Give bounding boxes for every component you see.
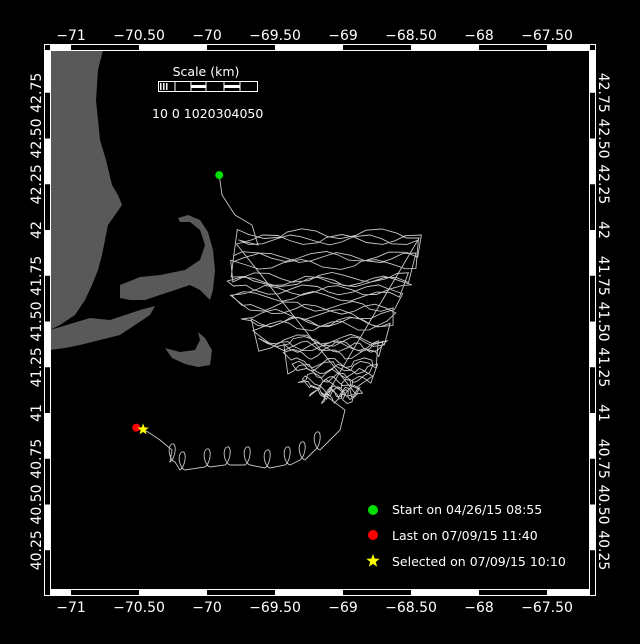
lon-tick-label: −70.50 bbox=[113, 28, 165, 44]
drifter-track bbox=[142, 175, 422, 471]
lon-tick-label: −71 bbox=[56, 600, 86, 616]
lat-tick-label: 41.50 bbox=[29, 301, 45, 341]
lat-tick-label: 42.25 bbox=[595, 164, 611, 204]
lat-tick-label: 42.75 bbox=[595, 73, 611, 113]
lat-tick-label: 40.25 bbox=[595, 530, 611, 570]
legend-start: Start on 04/26/15 08:55 bbox=[392, 502, 542, 517]
cape-cod bbox=[120, 215, 215, 300]
lat-tick-label: 40.75 bbox=[29, 439, 45, 479]
lat-tick-label: 42.50 bbox=[29, 118, 45, 158]
frame-segment bbox=[45, 138, 50, 185]
lat-tick-label: 41.25 bbox=[29, 347, 45, 387]
lat-tick-label: 42.50 bbox=[595, 118, 611, 158]
frame-segment bbox=[411, 45, 479, 50]
legend-selected: Selected on 07/09/15 10:10 bbox=[392, 554, 566, 569]
frame-segment bbox=[45, 321, 50, 368]
land-masses bbox=[50, 50, 215, 367]
frame-segment bbox=[590, 504, 595, 551]
lon-tick-label: −70 bbox=[192, 600, 222, 616]
lon-tick-label: −69.50 bbox=[249, 28, 301, 44]
lon-tick-label: −70 bbox=[192, 28, 222, 44]
lat-tick-label: 41 bbox=[29, 404, 45, 422]
mainland-coast bbox=[50, 50, 122, 330]
lat-tick-label: 41.75 bbox=[595, 256, 611, 296]
frame-segment bbox=[45, 230, 50, 276]
frame-segment bbox=[547, 590, 590, 595]
frame-segment bbox=[139, 590, 207, 595]
frame-segment bbox=[139, 45, 207, 50]
lat-tick-label: 42 bbox=[29, 221, 45, 239]
lon-tick-label: −68 bbox=[464, 600, 494, 616]
lon-tick-label: −68 bbox=[464, 28, 494, 44]
lat-tick-label: 42.75 bbox=[29, 73, 45, 113]
lon-tick-label: −69.50 bbox=[249, 600, 301, 616]
track-line bbox=[142, 175, 422, 471]
frame-segment bbox=[275, 590, 343, 595]
frame-segment bbox=[590, 138, 595, 185]
lat-tick-label: 41.50 bbox=[595, 301, 611, 341]
lon-tick-label: −69 bbox=[328, 600, 358, 616]
lat-tick-label: 40.50 bbox=[595, 484, 611, 524]
frame-segment bbox=[50, 590, 71, 595]
lon-tick-label: −69 bbox=[328, 28, 358, 44]
lat-tick-label: 41 bbox=[595, 404, 611, 422]
last-marker bbox=[132, 423, 141, 432]
south-coast bbox=[50, 306, 155, 350]
lon-tick-label: −68.50 bbox=[385, 28, 437, 44]
lat-tick-label: 42 bbox=[595, 221, 611, 239]
scale-title: Scale (km) bbox=[173, 64, 240, 79]
frame-segment bbox=[45, 50, 50, 93]
frame-segment bbox=[50, 45, 71, 50]
scale-bar: Scale (km) 10 0 1020304050 bbox=[152, 64, 263, 121]
lat-tick-label: 42.25 bbox=[29, 164, 45, 204]
start-legend-icon bbox=[368, 505, 378, 515]
lat-tick-label: 40.50 bbox=[29, 484, 45, 524]
lon-tick-label: −71 bbox=[56, 28, 86, 44]
frame-segment bbox=[411, 590, 479, 595]
frame-segment bbox=[590, 230, 595, 276]
lat-tick-label: 41.25 bbox=[595, 347, 611, 387]
frame-segment bbox=[547, 45, 590, 50]
lat-tick-label: 40.75 bbox=[595, 439, 611, 479]
last-legend-icon bbox=[368, 530, 378, 540]
scale-labels: 10 0 1020304050 bbox=[152, 106, 263, 121]
map-frame bbox=[44, 44, 596, 596]
lat-tick-label: 40.25 bbox=[29, 530, 45, 570]
frame-segment bbox=[45, 504, 50, 551]
selected-star-marker bbox=[137, 423, 149, 435]
lon-tick-label: −70.50 bbox=[113, 600, 165, 616]
marthas-vineyard bbox=[165, 332, 212, 367]
track-markers bbox=[132, 171, 224, 435]
frame-segment bbox=[590, 413, 595, 459]
start-marker bbox=[215, 171, 224, 180]
legend: Start on 04/26/15 08:55 Last on 07/09/15… bbox=[366, 502, 566, 569]
frame-segment bbox=[590, 321, 595, 368]
frame-segment bbox=[590, 50, 595, 93]
legend-last: Last on 07/09/15 11:40 bbox=[392, 528, 538, 543]
frame-segment bbox=[45, 413, 50, 459]
axis-labels: −71 −71 −70.50 −70.50 −70 −70 −69.50 −69.50 −69 −… bbox=[29, 28, 611, 616]
lon-tick-label: −68.50 bbox=[385, 600, 437, 616]
lon-tick-label: −67.50 bbox=[521, 600, 573, 616]
lon-tick-label: −67.50 bbox=[521, 28, 573, 44]
star-legend-icon bbox=[366, 554, 380, 567]
frame-segment bbox=[275, 45, 343, 50]
lat-tick-label: 41.75 bbox=[29, 256, 45, 296]
